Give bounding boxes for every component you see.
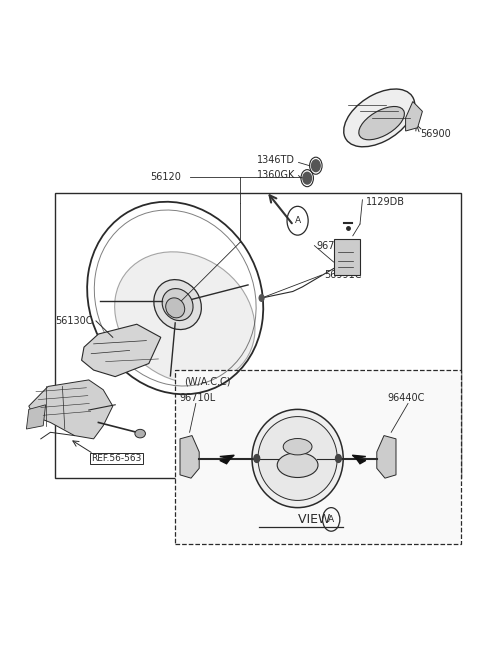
Text: 56120: 56120 <box>150 172 180 182</box>
Ellipse shape <box>283 438 312 455</box>
Text: A: A <box>295 216 300 225</box>
Ellipse shape <box>258 417 337 500</box>
Circle shape <box>259 295 264 301</box>
Ellipse shape <box>115 252 255 384</box>
Text: 1360GK: 1360GK <box>257 170 295 180</box>
Text: REF.56-563: REF.56-563 <box>91 454 142 463</box>
Polygon shape <box>377 436 396 478</box>
Circle shape <box>336 455 341 462</box>
Polygon shape <box>26 405 46 429</box>
Ellipse shape <box>135 430 145 438</box>
Circle shape <box>303 172 312 184</box>
Polygon shape <box>356 458 366 464</box>
Ellipse shape <box>277 453 318 477</box>
Text: (W/A.C.C): (W/A.C.C) <box>184 377 230 387</box>
Text: 96710L: 96710L <box>317 240 353 251</box>
Text: A: A <box>328 515 334 524</box>
Text: 1346TD: 1346TD <box>257 155 295 166</box>
Text: 56130C: 56130C <box>55 316 93 326</box>
Bar <box>175 370 461 544</box>
Text: 96440C: 96440C <box>388 393 425 403</box>
Ellipse shape <box>154 280 202 329</box>
Polygon shape <box>220 458 230 464</box>
Text: 56991C: 56991C <box>324 270 361 280</box>
Polygon shape <box>29 380 113 439</box>
Text: 96710L: 96710L <box>179 393 216 403</box>
Ellipse shape <box>252 409 343 508</box>
Ellipse shape <box>359 107 404 140</box>
Bar <box>55 193 461 478</box>
Polygon shape <box>406 102 422 131</box>
Polygon shape <box>220 455 234 458</box>
Ellipse shape <box>344 89 415 147</box>
Circle shape <box>254 455 260 462</box>
Text: 1129DB: 1129DB <box>366 196 405 207</box>
Bar <box>334 239 360 275</box>
Circle shape <box>312 160 320 172</box>
Text: 56900: 56900 <box>420 129 451 140</box>
Text: VIEW: VIEW <box>298 513 334 526</box>
Polygon shape <box>180 436 199 478</box>
Polygon shape <box>82 324 161 377</box>
Ellipse shape <box>166 298 185 318</box>
Polygon shape <box>352 455 366 458</box>
Ellipse shape <box>162 289 193 320</box>
